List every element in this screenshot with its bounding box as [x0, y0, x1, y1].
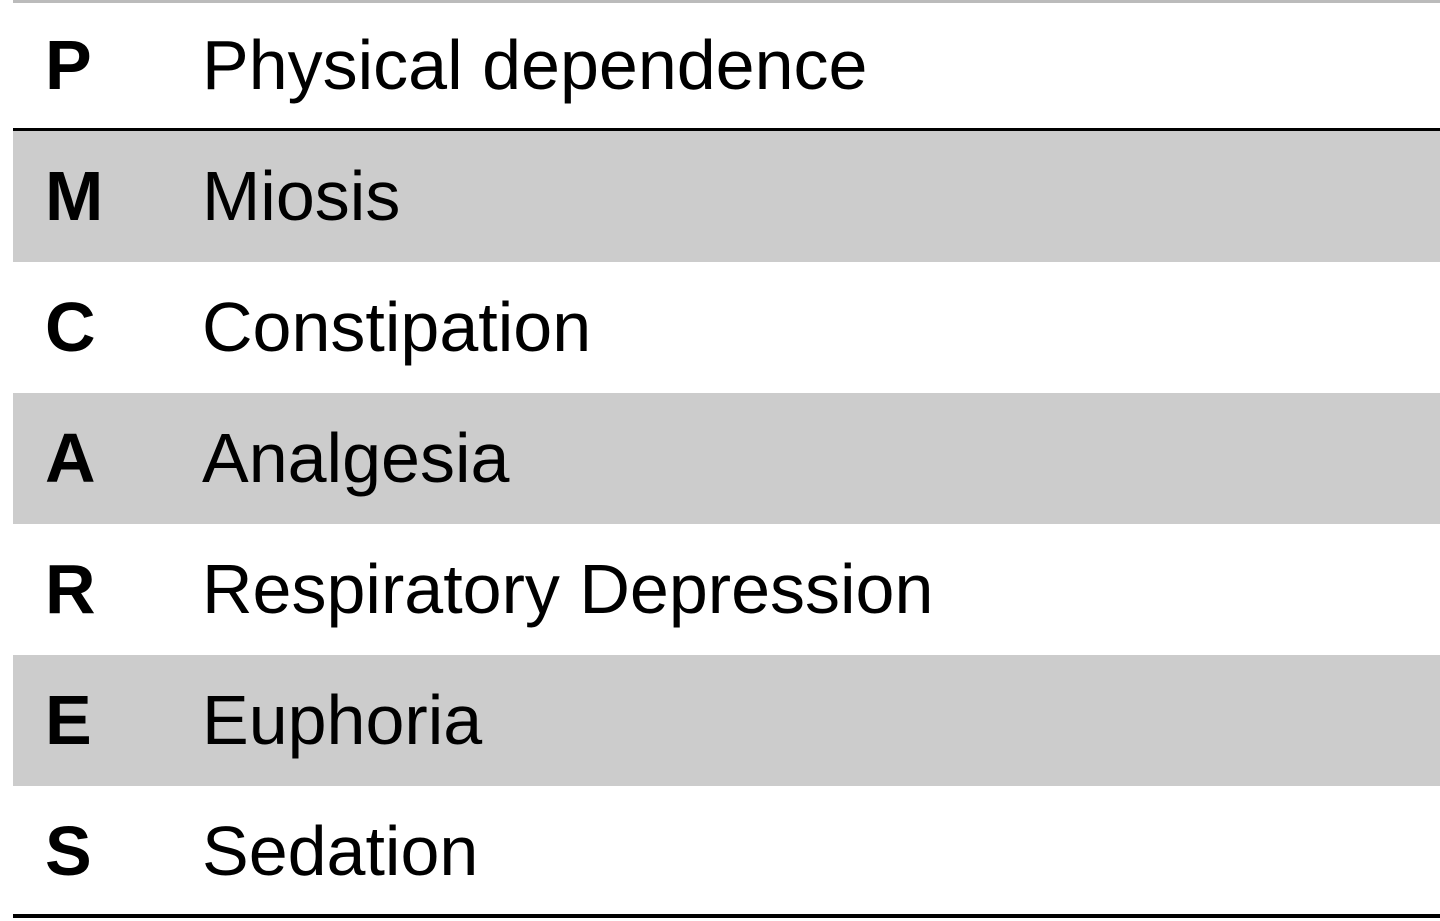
table-row: A Analgesia — [13, 393, 1440, 524]
table-row: C Constipation — [13, 262, 1440, 393]
bottom-rule — [13, 914, 1440, 918]
table-row: S Sedation — [13, 786, 1440, 917]
table-row: E Euphoria — [13, 655, 1440, 786]
row-letter: M — [45, 157, 104, 235]
row-term: Physical dependence — [202, 26, 868, 104]
row-letter: P — [45, 26, 92, 104]
row-term: Euphoria — [202, 681, 483, 759]
row-letter: S — [45, 812, 92, 890]
table-row: R Respiratory Depression — [13, 524, 1440, 655]
row-term: Constipation — [202, 288, 592, 366]
top-rule — [13, 0, 1440, 3]
row-term: Miosis — [202, 157, 401, 235]
row-term: Sedation — [202, 812, 479, 890]
row-letter: A — [45, 419, 96, 497]
table-row: P Physical dependence — [13, 0, 1440, 131]
table-row: M Miosis — [13, 131, 1440, 262]
row-letter: R — [45, 550, 96, 628]
row-letter: E — [45, 681, 92, 759]
header-rule — [13, 128, 1440, 131]
row-letter: C — [45, 288, 96, 366]
row-term: Analgesia — [202, 419, 510, 497]
row-term: Respiratory Depression — [202, 550, 934, 628]
